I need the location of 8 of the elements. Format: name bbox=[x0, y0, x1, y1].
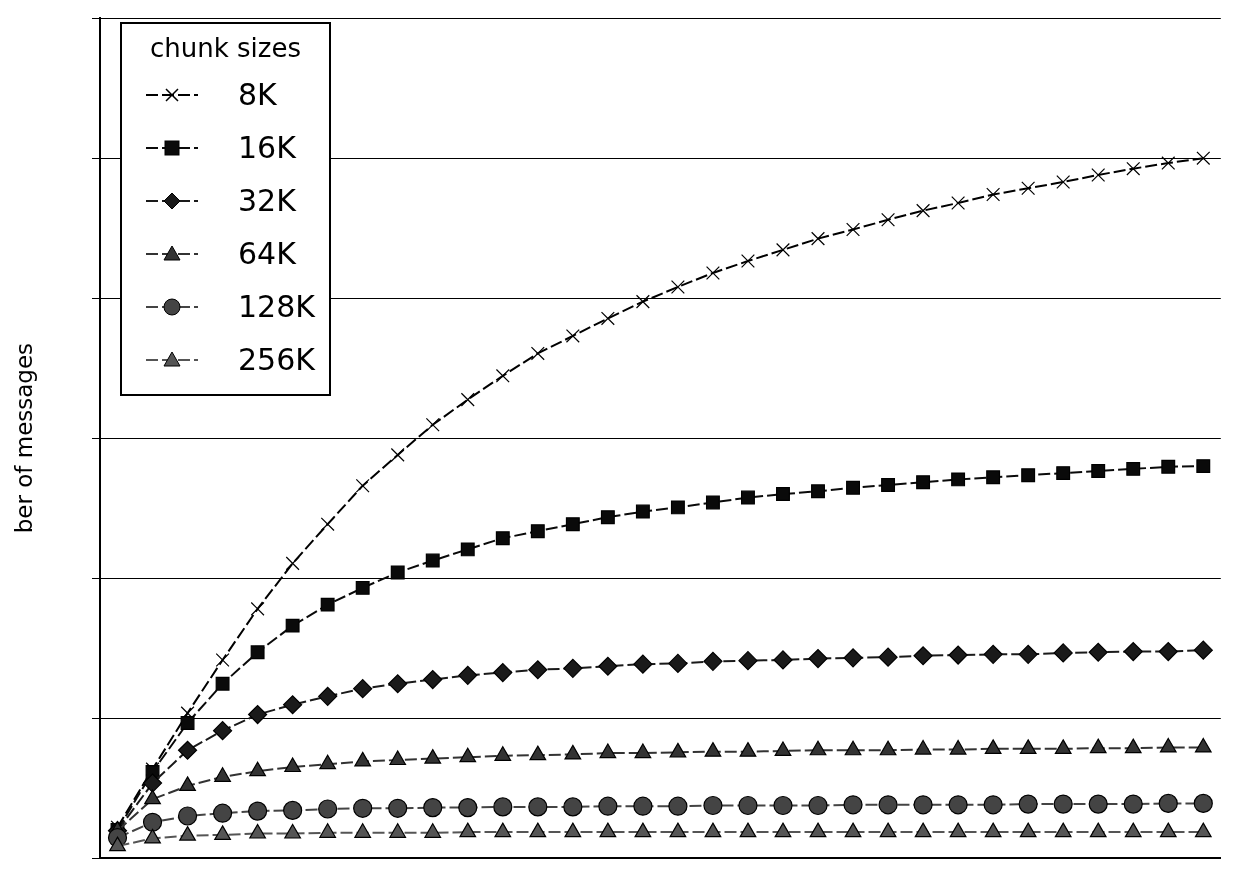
legend-label: 256K bbox=[238, 342, 315, 377]
legend-label: 64K bbox=[238, 236, 296, 271]
y-axis-title: ber of messages bbox=[10, 342, 37, 534]
legend-label: 128K bbox=[238, 289, 315, 324]
legend-title: chunk sizes bbox=[148, 32, 302, 65]
legend-label: 16K bbox=[238, 130, 296, 165]
legend-label: 8K bbox=[238, 77, 277, 112]
legend-label: 32K bbox=[238, 183, 296, 218]
